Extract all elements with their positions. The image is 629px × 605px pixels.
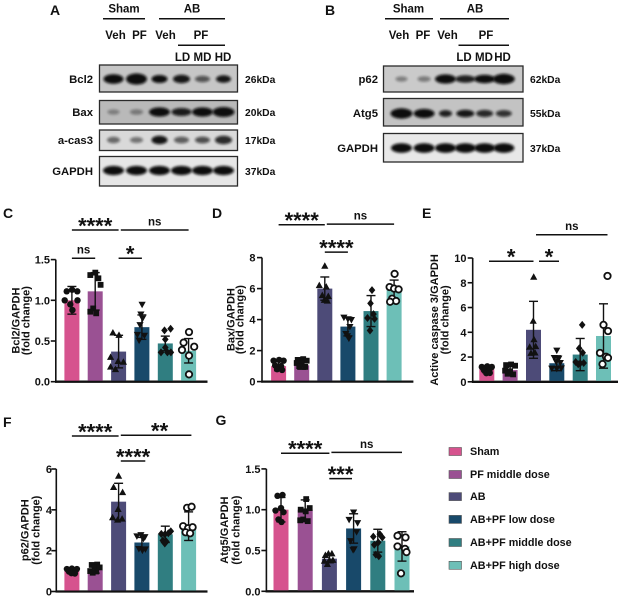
svg-text:10: 10 [454, 253, 466, 265]
svg-text:(fold change): (fold change) [440, 285, 452, 354]
svg-text:0.0: 0.0 [245, 586, 260, 598]
svg-text:HD: HD [494, 52, 511, 64]
svg-text:Bax: Bax [72, 107, 93, 119]
svg-text:0: 0 [460, 377, 466, 389]
svg-text:PF: PF [479, 30, 494, 42]
svg-text:37kDa: 37kDa [245, 167, 276, 178]
svg-text:1.5: 1.5 [35, 255, 50, 267]
svg-text:55kDa: 55kDa [530, 109, 561, 120]
svg-text:****: **** [288, 437, 323, 462]
svg-text:6: 6 [460, 303, 466, 315]
svg-text:2: 2 [460, 352, 466, 364]
svg-text:4: 4 [249, 315, 256, 327]
svg-text:4: 4 [460, 327, 467, 339]
svg-text:****: **** [319, 236, 354, 261]
svg-text:Sham: Sham [393, 4, 424, 16]
svg-text:Sham: Sham [108, 4, 139, 16]
svg-text:AB: AB [184, 4, 201, 16]
svg-text:(fold change): (fold change) [21, 286, 33, 355]
svg-text:Veh: Veh [389, 30, 409, 42]
svg-text:AB: AB [467, 4, 484, 16]
svg-text:C: C [3, 205, 13, 221]
svg-text:****: **** [116, 444, 151, 469]
svg-text:Bcl2/GAPDH: Bcl2/GAPDH [11, 288, 23, 354]
svg-text:6: 6 [46, 464, 52, 476]
svg-text:Atg5/GAPDH: Atg5/GAPDH [219, 496, 231, 563]
svg-text:Veh: Veh [437, 30, 457, 42]
svg-text:Active caspase 3/GAPDH: Active caspase 3/GAPDH [429, 254, 441, 386]
svg-text:G: G [216, 412, 227, 428]
svg-text:1.5: 1.5 [245, 464, 260, 476]
svg-text:ns: ns [77, 245, 90, 257]
svg-text:17kDa: 17kDa [245, 136, 276, 147]
svg-text:LD: LD [456, 52, 471, 64]
svg-text:1.0: 1.0 [245, 505, 260, 517]
svg-text:1.0: 1.0 [35, 295, 50, 307]
svg-text:(fold change): (fold change) [31, 495, 43, 564]
svg-text:****: **** [285, 208, 320, 233]
svg-text:F: F [3, 414, 12, 430]
svg-text:(fold change): (fold change) [235, 285, 247, 354]
svg-text:2: 2 [46, 546, 52, 558]
svg-text:p62/GAPDH: p62/GAPDH [20, 499, 32, 561]
svg-text:D: D [212, 205, 222, 221]
svg-text:GAPDH: GAPDH [52, 166, 93, 178]
svg-text:*: * [126, 242, 135, 267]
svg-text:0.0: 0.0 [35, 377, 50, 389]
svg-text:****: **** [78, 419, 113, 444]
svg-text:PF: PF [132, 30, 147, 42]
svg-text:PF: PF [416, 30, 431, 42]
svg-text:LD: LD [175, 52, 190, 64]
svg-text:6: 6 [249, 284, 255, 296]
svg-text:GAPDH: GAPDH [337, 143, 378, 155]
svg-text:20kDa: 20kDa [245, 108, 276, 119]
svg-text:37kDa: 37kDa [530, 144, 561, 155]
svg-text:E: E [422, 205, 431, 221]
svg-text:0: 0 [249, 377, 255, 389]
svg-text:26kDa: 26kDa [245, 75, 276, 86]
svg-text:0: 0 [46, 587, 52, 599]
svg-text:AB: AB [470, 491, 486, 503]
svg-text:PF middle dose: PF middle dose [470, 469, 550, 481]
svg-text:ns: ns [360, 439, 373, 451]
svg-text:MD: MD [475, 52, 493, 64]
svg-text:*: * [507, 245, 516, 270]
svg-text:AB+PF low dose: AB+PF low dose [470, 514, 555, 526]
svg-text:Sham: Sham [470, 446, 499, 458]
svg-text:a-cas3: a-cas3 [58, 135, 93, 147]
svg-text:Bcl2: Bcl2 [69, 74, 93, 86]
svg-text:2: 2 [249, 346, 255, 358]
svg-text:Veh: Veh [155, 30, 175, 42]
svg-text:Atg5: Atg5 [353, 108, 378, 120]
svg-text:Veh: Veh [105, 30, 125, 42]
svg-text:0.5: 0.5 [245, 546, 260, 558]
svg-text:(fold change): (fold change) [231, 495, 243, 564]
svg-text:0.5: 0.5 [35, 336, 50, 348]
svg-text:ns: ns [354, 211, 367, 223]
svg-text:**: ** [151, 419, 169, 444]
svg-text:ns: ns [148, 217, 161, 229]
svg-text:B: B [325, 2, 335, 18]
svg-text:PF: PF [194, 30, 209, 42]
svg-text:8: 8 [249, 253, 255, 265]
svg-text:****: **** [78, 213, 113, 238]
svg-text:Bax/GAPDH: Bax/GAPDH [226, 288, 238, 351]
svg-text:A: A [50, 2, 60, 18]
svg-text:62kDa: 62kDa [530, 75, 561, 86]
svg-text:8: 8 [460, 278, 466, 290]
svg-text:AB+PF middle dose: AB+PF middle dose [470, 537, 572, 549]
svg-text:*: * [545, 245, 554, 270]
svg-text:AB+PF high dose: AB+PF high dose [470, 560, 560, 572]
svg-text:p62: p62 [359, 74, 378, 86]
svg-text:ns: ns [565, 221, 578, 233]
svg-text:MD: MD [194, 52, 212, 64]
svg-text:***: *** [328, 462, 354, 487]
svg-text:4: 4 [46, 505, 53, 517]
svg-text:HD: HD [215, 52, 232, 64]
